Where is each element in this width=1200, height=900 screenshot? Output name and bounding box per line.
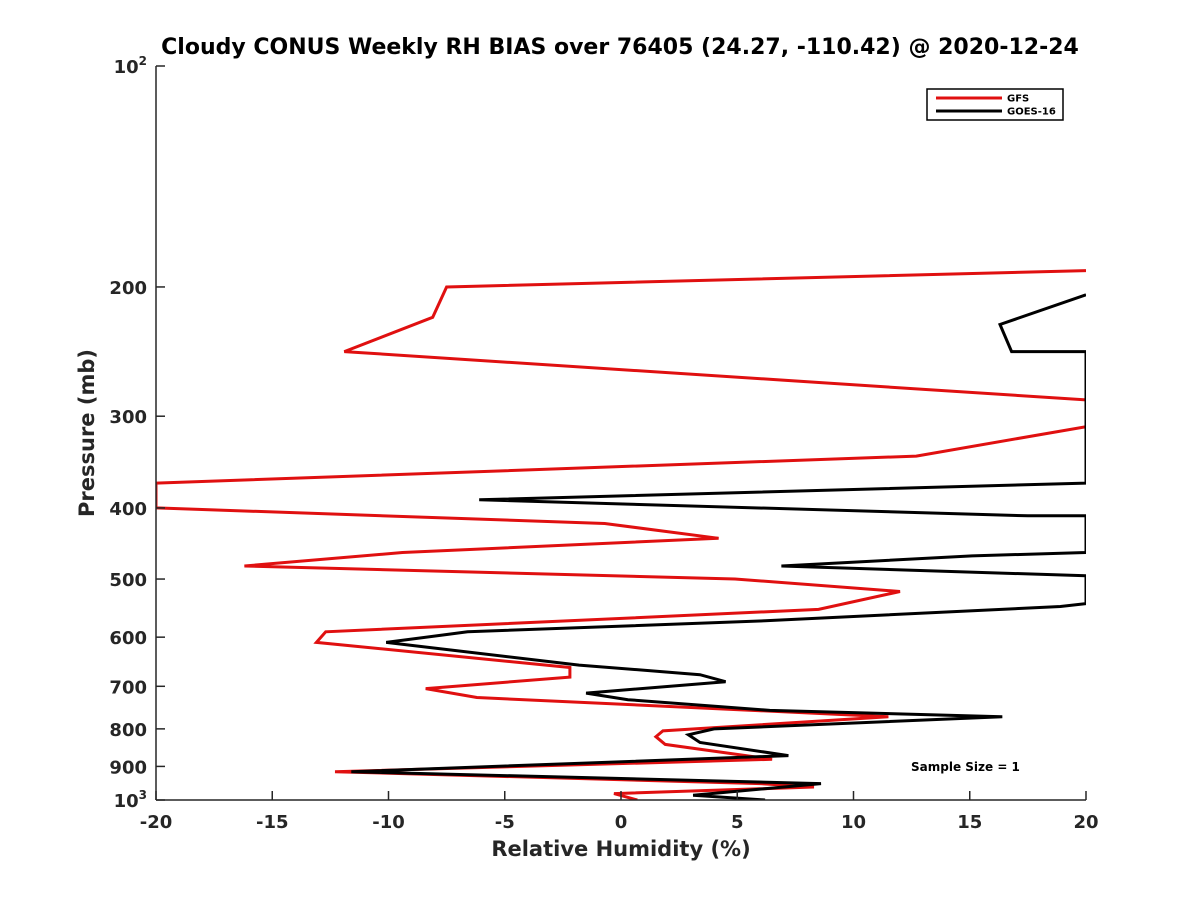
y-tick-label: 800 [109, 720, 147, 741]
y-tick-label: 200 [109, 278, 147, 299]
chart-title: Cloudy CONUS Weekly RH BIAS over 76405 (… [161, 35, 1079, 60]
legend-label-gfs: GFS [1007, 94, 1029, 105]
x-tick-label: -15 [256, 812, 289, 833]
y-tick-label: 400 [109, 499, 147, 520]
x-axis-label: Relative Humidity (%) [491, 837, 750, 861]
series-line-goes16 [351, 293, 1086, 800]
y-tick-label: 102 [114, 54, 147, 78]
y-axis-label: Pressure (mb) [75, 349, 99, 517]
x-tick-label: -20 [140, 812, 173, 833]
y-tick-label: 103 [114, 788, 147, 812]
y-tick-label: 600 [109, 628, 147, 649]
y-ticks: 102 200 300 400 500 600 700 800 900 103 [109, 54, 165, 812]
x-tick-label: 5 [731, 812, 744, 833]
x-tick-label: -5 [495, 812, 515, 833]
sample-size-annotation: Sample Size = 1 [911, 760, 1020, 774]
legend: GFS GOES-16 [926, 88, 1064, 121]
x-tick-label: 10 [841, 812, 866, 833]
x-tick-label: -10 [372, 812, 405, 833]
y-tick-label: 900 [109, 757, 147, 778]
x-tick-label: 15 [957, 812, 982, 833]
x-ticks: -20 -15 -10 -5 0 5 10 15 20 [140, 791, 1099, 833]
x-tick-label: 20 [1073, 812, 1098, 833]
y-tick-label: 500 [109, 570, 147, 591]
y-tick-label: 700 [109, 677, 147, 698]
y-tick-label: 300 [109, 407, 147, 428]
legend-box [926, 88, 1064, 121]
x-tick-label: 0 [615, 812, 628, 833]
series-layer [156, 269, 1086, 800]
legend-label-goes16: GOES-16 [1007, 107, 1056, 118]
